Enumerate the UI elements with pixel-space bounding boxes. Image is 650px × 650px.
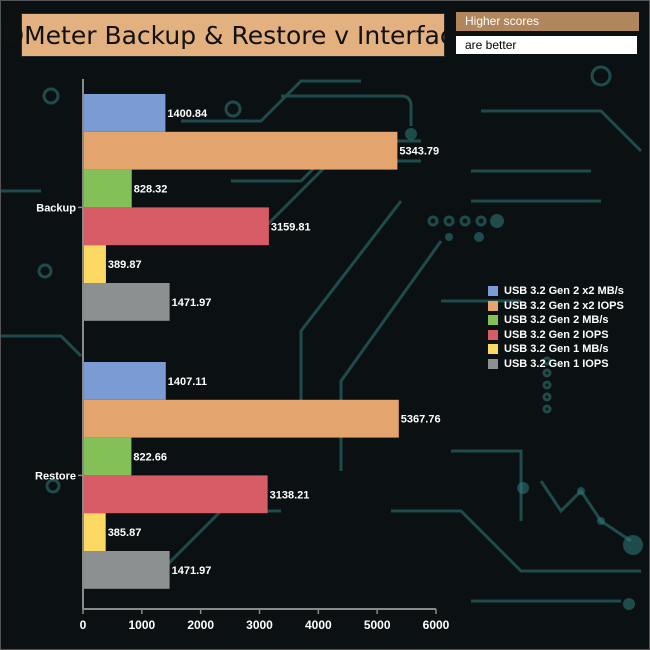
chart-title: IOMeter Backup & Restore v Interface <box>1 13 469 57</box>
legend-item: USB 3.2 Gen 1 MB/s <box>488 342 624 357</box>
category-label: Backup <box>36 202 76 214</box>
x-tick-label: 5000 <box>364 618 391 632</box>
legend-label: USB 3.2 Gen 1 IOPS <box>504 357 609 370</box>
legend-label: USB 3.2 Gen 1 MB/s <box>504 343 609 356</box>
data-label: 1471.97 <box>172 565 212 577</box>
legend-label: USB 3.2 Gen 2 MB/s <box>504 314 609 327</box>
note-higher-scores: Higher scores <box>456 12 639 31</box>
legend-item: USB 3.2 Gen 2 x2 MB/s <box>488 284 624 299</box>
bar <box>84 207 269 246</box>
data-label: 1407.11 <box>168 376 207 388</box>
data-label: 5367.76 <box>401 414 441 426</box>
legend-swatch <box>488 286 498 297</box>
legend-label: USB 3.2 Gen 2 x2 MB/s <box>504 285 624 298</box>
legend-swatch <box>488 300 498 311</box>
data-label: 3159.81 <box>271 221 311 233</box>
data-label: 5343.79 <box>399 146 439 158</box>
legend-swatch <box>488 358 498 369</box>
data-label: 385.87 <box>108 527 142 539</box>
legend-label: USB 3.2 Gen 2 x2 IOPS <box>504 299 624 312</box>
legend-item: USB 3.2 Gen 2 IOPS <box>488 328 624 343</box>
bar <box>84 399 399 438</box>
data-label: 1400.84 <box>167 108 208 120</box>
bar <box>84 551 170 589</box>
data-label: 822.66 <box>133 452 167 464</box>
x-tick-label: 2000 <box>187 618 214 632</box>
bar <box>84 245 106 283</box>
legend-item: USB 3.2 Gen 2 x2 IOPS <box>488 299 624 314</box>
bar <box>84 94 166 132</box>
data-label: 3138.21 <box>270 489 310 501</box>
x-tick-label: 0 <box>80 618 87 632</box>
legend-label: USB 3.2 Gen 2 IOPS <box>504 328 609 341</box>
data-label: 1471.97 <box>172 297 212 309</box>
x-tick-label: 4000 <box>305 618 332 632</box>
bar <box>84 283 170 321</box>
legend-swatch <box>488 315 498 326</box>
x-tick-label: 3000 <box>246 618 273 632</box>
x-tick-label: 6000 <box>423 618 450 632</box>
bar <box>84 131 398 170</box>
category-label: Restore <box>35 470 76 482</box>
data-label: 389.87 <box>108 259 142 271</box>
x-tick-label: 1000 <box>128 618 155 632</box>
bar <box>84 169 132 208</box>
legend-swatch <box>488 344 498 355</box>
bar <box>84 362 166 400</box>
legend-item: USB 3.2 Gen 1 IOPS <box>488 357 624 372</box>
bar <box>84 475 268 514</box>
legend-swatch <box>488 329 498 340</box>
legend-item: USB 3.2 Gen 2 MB/s <box>488 313 624 328</box>
bar <box>84 437 132 476</box>
bar <box>84 513 106 551</box>
data-label: 828.32 <box>134 184 168 196</box>
legend: USB 3.2 Gen 2 x2 MB/s USB 3.2 Gen 2 x2 IO… <box>488 284 624 371</box>
note-are-better: are better <box>456 36 637 54</box>
